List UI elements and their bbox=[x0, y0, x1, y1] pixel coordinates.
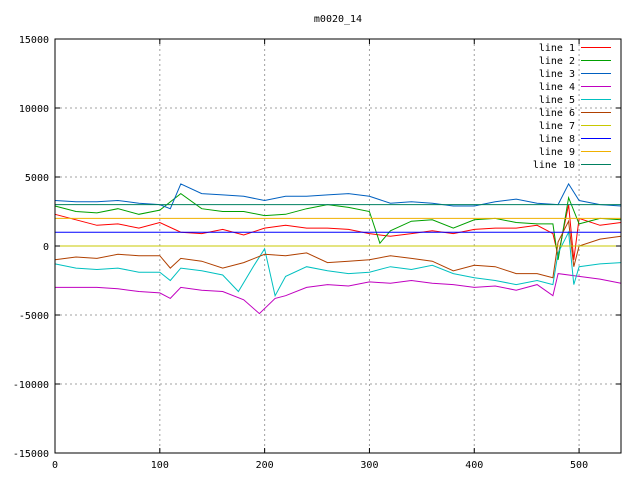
series-line-4 bbox=[55, 273, 622, 315]
y-tick-label: 0 bbox=[43, 242, 49, 253]
y-tick-label: -5000 bbox=[19, 311, 49, 322]
y-tick-label: -15000 bbox=[13, 449, 49, 460]
legend-label: line 5 bbox=[539, 95, 575, 106]
y-tick-label: -10000 bbox=[13, 380, 49, 391]
x-tick-label: 100 bbox=[151, 460, 169, 471]
legend-label: line 4 bbox=[539, 82, 575, 93]
y-tick-label: 15000 bbox=[19, 35, 49, 46]
y-tick-label: 5000 bbox=[25, 173, 49, 184]
x-tick-label: 300 bbox=[360, 460, 378, 471]
legend: line 1 line 2 line 3 line 4 line 5 line 6 line… bbox=[533, 43, 611, 171]
x-tick-label: 400 bbox=[465, 460, 483, 471]
legend-label: line 10 bbox=[533, 160, 575, 171]
series-line-5 bbox=[54, 230, 622, 298]
series-group bbox=[54, 182, 622, 315]
axes-ticks: 0 100 200 300 400 500 -15000 -10000 -5000 0 5000 10… bbox=[13, 35, 621, 471]
y-tick-label: 10000 bbox=[19, 104, 49, 115]
legend-label: line 1 bbox=[539, 43, 575, 54]
legend-label: line 8 bbox=[539, 134, 575, 145]
x-tick-label: 500 bbox=[570, 460, 588, 471]
x-tick-label: 0 bbox=[52, 460, 58, 471]
x-tick-label: 200 bbox=[256, 460, 274, 471]
chart-title: m0020_14 bbox=[314, 14, 362, 25]
legend-label: line 6 bbox=[539, 108, 575, 119]
series-line-2 bbox=[54, 192, 622, 260]
legend-label: line 9 bbox=[539, 147, 575, 158]
series-line-6 bbox=[54, 219, 622, 279]
legend-label: line 3 bbox=[539, 69, 575, 80]
legend-label: line 7 bbox=[539, 121, 575, 132]
legend-label: line 2 bbox=[539, 56, 575, 67]
